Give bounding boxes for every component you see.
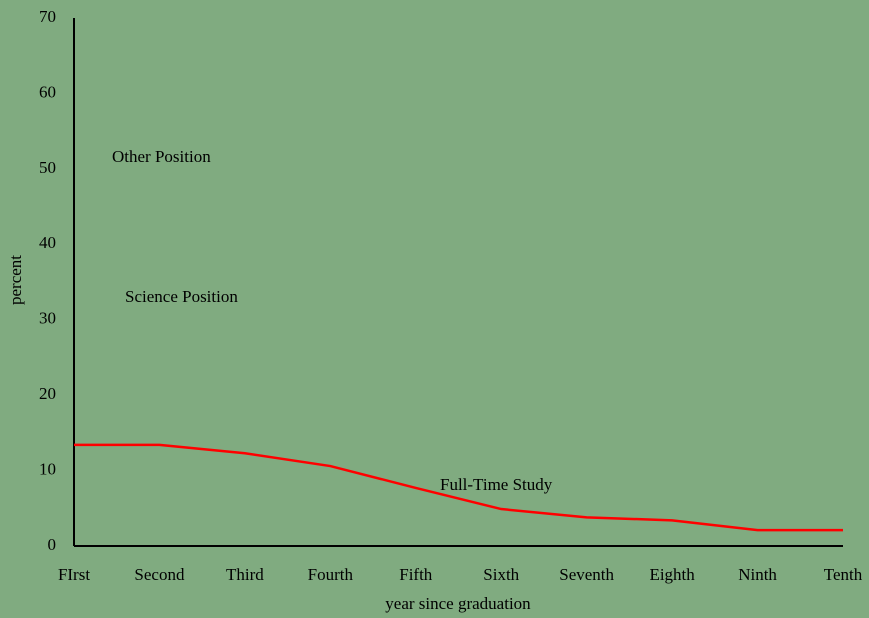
x-tick-label: Seventh bbox=[559, 565, 614, 584]
x-tick-label: Ninth bbox=[738, 565, 777, 584]
series-label: Full-Time Study bbox=[440, 475, 553, 494]
x-tick-label: Third bbox=[226, 565, 264, 584]
x-axis-title: year since graduation bbox=[385, 594, 531, 613]
data-line bbox=[74, 443, 843, 532]
y-tick-label: 70 bbox=[39, 7, 56, 26]
x-tick-label: FIrst bbox=[58, 565, 90, 584]
y-tick-label: 50 bbox=[39, 158, 56, 177]
y-tick-label: 0 bbox=[48, 535, 57, 554]
x-tick-label: Second bbox=[134, 565, 185, 584]
x-tick-label: Fourth bbox=[308, 565, 354, 584]
y-tick-label: 30 bbox=[39, 309, 56, 328]
annotation: Science Position bbox=[125, 287, 238, 306]
x-tick-label: Eighth bbox=[649, 565, 695, 584]
x-tick-label: Tenth bbox=[824, 565, 863, 584]
y-tick-label: 10 bbox=[39, 459, 56, 478]
annotation: Other Position bbox=[112, 147, 211, 166]
y-axis-title: percent bbox=[6, 255, 25, 305]
y-tick-label: 60 bbox=[39, 82, 56, 101]
x-tick-label: Fifth bbox=[399, 565, 433, 584]
x-tick-label: Sixth bbox=[483, 565, 519, 584]
y-tick-label: 40 bbox=[39, 233, 56, 252]
y-tick-label: 20 bbox=[39, 384, 56, 403]
